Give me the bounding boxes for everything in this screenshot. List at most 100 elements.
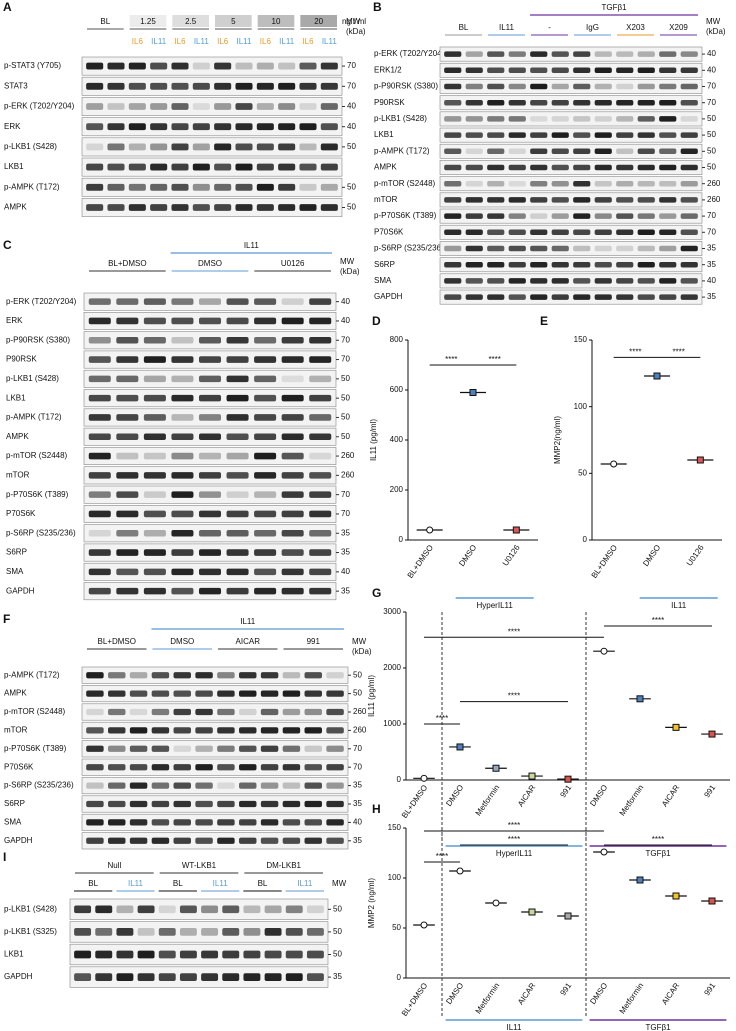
blot-band (88, 394, 111, 402)
blot-band (171, 183, 189, 191)
blot-band (195, 727, 213, 734)
blot-label: p-AMPK (T172) (6, 413, 62, 422)
blot-band (171, 143, 189, 151)
blot-band (214, 82, 232, 90)
blot-band (86, 82, 104, 90)
blot-band (86, 819, 104, 826)
mw-label: 40 (341, 567, 350, 576)
mw-label: 50 (347, 142, 356, 151)
blot-band (198, 394, 222, 402)
blot-band (304, 690, 322, 697)
lane-label: IL11 (279, 37, 295, 46)
blot-band (487, 278, 505, 284)
blot-band (278, 62, 296, 70)
blot-band (616, 294, 634, 300)
blot-band (88, 414, 111, 421)
blot-band (508, 229, 526, 236)
blot-label: LKB1 (374, 130, 394, 139)
mw-label: 70 (707, 211, 716, 220)
blot-band (171, 123, 189, 131)
blot-band (594, 148, 612, 155)
blot-band (201, 905, 219, 914)
blot-band (151, 782, 170, 789)
blot-band (487, 132, 505, 138)
blot-band (254, 510, 277, 518)
x-tick-label: U0126 (685, 543, 706, 568)
blot-band (260, 745, 279, 752)
blot-band (88, 452, 111, 460)
blot-band (198, 472, 222, 479)
blot-band (573, 148, 591, 155)
mw-label: 35 (707, 292, 716, 301)
blot-band (88, 568, 111, 576)
blot-band (198, 529, 222, 537)
blot-label: p-AMPK (T172) (374, 146, 430, 155)
blot-band (508, 67, 526, 74)
blot-band (551, 164, 569, 171)
data-point (610, 460, 618, 468)
blot-band (143, 510, 166, 518)
blot-band (530, 229, 548, 236)
blot-band (285, 950, 303, 959)
mw-label: 70 (341, 355, 350, 364)
blot-band (235, 123, 253, 131)
group-label: IL11 (671, 601, 687, 610)
blot-band (508, 132, 526, 138)
blot-band (128, 123, 146, 131)
data-point (672, 892, 680, 900)
blot-band (254, 491, 277, 498)
blot-band (88, 491, 111, 498)
group-label: BL (100, 17, 110, 26)
blot-label: P90RSK (374, 98, 405, 107)
blot-band (278, 183, 296, 191)
panel-letter: I (3, 850, 6, 864)
lane-label: IL11 (194, 37, 210, 46)
blot-band (326, 782, 344, 789)
blot-band (254, 394, 277, 402)
blot-band (86, 163, 104, 171)
blot-label: p-S6RP (S235/236) (374, 244, 444, 253)
blot-label: p-LKB1 (S428) (374, 114, 427, 123)
blot-band (508, 278, 526, 284)
blot-band (680, 229, 698, 236)
mw-label: 40 (353, 818, 362, 827)
blot-label: S6RP (374, 260, 395, 269)
data-point (492, 764, 500, 772)
blot-band (214, 123, 232, 131)
group-label: BL+DMSO (108, 259, 146, 268)
blot-band (254, 414, 277, 421)
blot-band (171, 414, 194, 421)
blot-band (150, 204, 168, 211)
blot-band (88, 336, 111, 344)
blot-band (278, 143, 296, 151)
blot-band (198, 414, 222, 421)
blot-label: LKB1 (6, 393, 26, 402)
blot-band (573, 245, 591, 252)
blot-band (487, 245, 505, 252)
blot-band (530, 197, 548, 203)
data-point (564, 912, 572, 920)
blot-band (235, 163, 253, 171)
blot-band (551, 229, 569, 236)
blot-band (108, 800, 126, 808)
blot-band (304, 727, 322, 734)
blot-band (256, 62, 274, 70)
blot-band (116, 375, 139, 383)
panel-letter: C (3, 238, 12, 252)
blot-band (616, 213, 634, 219)
blot-label: p-mTOR (S2448) (374, 179, 436, 188)
mw-label: 35 (341, 548, 350, 557)
mw-label: 50 (707, 163, 716, 172)
blot-band (551, 294, 569, 300)
blot-label: S6RP (6, 548, 27, 557)
y-tick-label: 0 (397, 973, 402, 982)
blot-band (282, 727, 301, 734)
blot-band (86, 183, 104, 191)
blot-band (530, 99, 548, 106)
blot-band (214, 62, 232, 70)
blot-band (299, 62, 317, 70)
blot-band (282, 745, 301, 752)
blot-label: p-LKB1 (S428) (4, 904, 57, 913)
group-label: IgG (586, 23, 599, 32)
blot-band (320, 204, 338, 211)
